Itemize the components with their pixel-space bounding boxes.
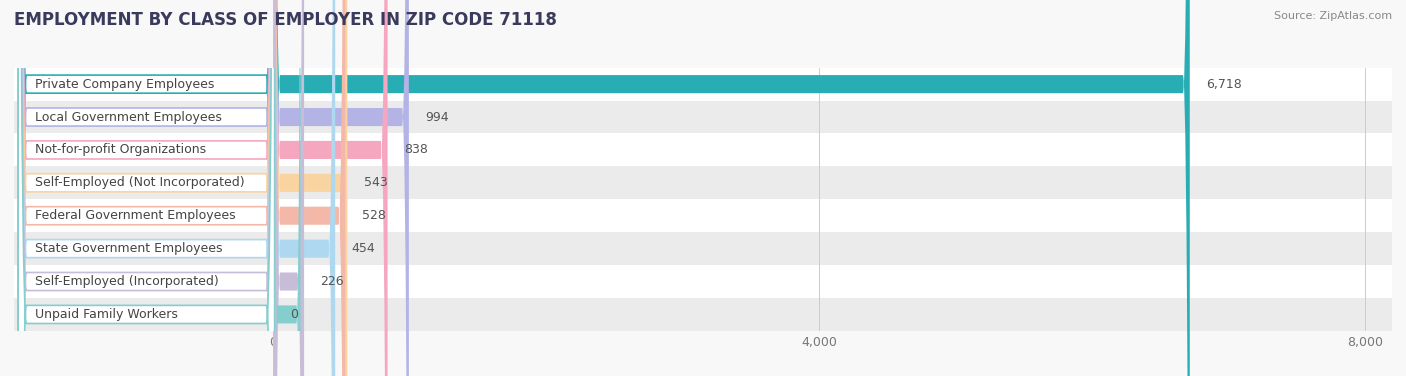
Text: 226: 226 bbox=[321, 275, 344, 288]
Text: Federal Government Employees: Federal Government Employees bbox=[35, 209, 235, 222]
FancyBboxPatch shape bbox=[18, 0, 274, 376]
FancyBboxPatch shape bbox=[18, 0, 274, 376]
FancyBboxPatch shape bbox=[273, 0, 409, 376]
Text: 543: 543 bbox=[364, 176, 388, 190]
FancyBboxPatch shape bbox=[273, 0, 347, 376]
Text: Self-Employed (Not Incorporated): Self-Employed (Not Incorporated) bbox=[35, 176, 245, 190]
FancyBboxPatch shape bbox=[18, 0, 274, 376]
FancyBboxPatch shape bbox=[18, 0, 274, 376]
Text: State Government Employees: State Government Employees bbox=[35, 242, 222, 255]
FancyBboxPatch shape bbox=[273, 0, 1189, 376]
Text: Local Government Employees: Local Government Employees bbox=[35, 111, 221, 124]
FancyBboxPatch shape bbox=[273, 0, 304, 376]
FancyBboxPatch shape bbox=[18, 0, 274, 376]
Text: 0: 0 bbox=[290, 308, 298, 321]
FancyBboxPatch shape bbox=[14, 298, 1392, 331]
FancyBboxPatch shape bbox=[273, 0, 335, 376]
FancyBboxPatch shape bbox=[14, 199, 1392, 232]
Text: Unpaid Family Workers: Unpaid Family Workers bbox=[35, 308, 177, 321]
Text: 528: 528 bbox=[361, 209, 385, 222]
FancyBboxPatch shape bbox=[14, 68, 1392, 100]
Text: EMPLOYMENT BY CLASS OF EMPLOYER IN ZIP CODE 71118: EMPLOYMENT BY CLASS OF EMPLOYER IN ZIP C… bbox=[14, 11, 557, 29]
Text: Source: ZipAtlas.com: Source: ZipAtlas.com bbox=[1274, 11, 1392, 21]
FancyBboxPatch shape bbox=[273, 0, 301, 376]
Text: Self-Employed (Incorporated): Self-Employed (Incorporated) bbox=[35, 275, 218, 288]
Text: 6,718: 6,718 bbox=[1206, 77, 1241, 91]
FancyBboxPatch shape bbox=[14, 133, 1392, 166]
FancyBboxPatch shape bbox=[273, 0, 388, 376]
FancyBboxPatch shape bbox=[14, 100, 1392, 133]
Text: Private Company Employees: Private Company Employees bbox=[35, 77, 214, 91]
FancyBboxPatch shape bbox=[14, 265, 1392, 298]
Text: 454: 454 bbox=[352, 242, 375, 255]
Text: Not-for-profit Organizations: Not-for-profit Organizations bbox=[35, 143, 205, 156]
FancyBboxPatch shape bbox=[18, 0, 274, 376]
FancyBboxPatch shape bbox=[18, 0, 274, 376]
FancyBboxPatch shape bbox=[14, 166, 1392, 199]
FancyBboxPatch shape bbox=[273, 0, 346, 376]
FancyBboxPatch shape bbox=[18, 0, 274, 376]
Text: 994: 994 bbox=[425, 111, 449, 124]
Text: 838: 838 bbox=[404, 143, 427, 156]
FancyBboxPatch shape bbox=[14, 232, 1392, 265]
